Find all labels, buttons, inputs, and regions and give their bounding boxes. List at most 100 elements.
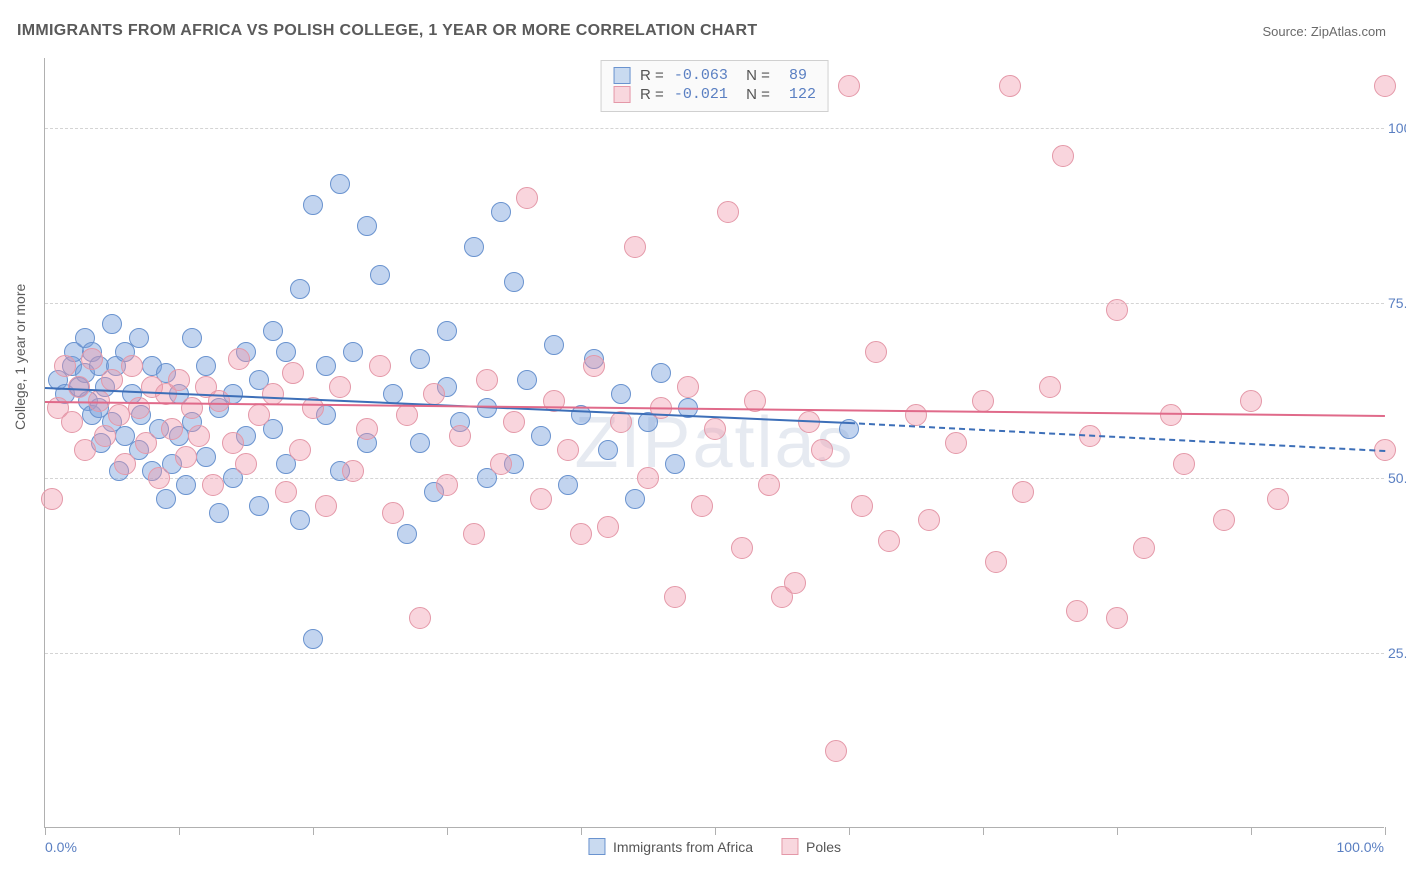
point-poles <box>503 411 525 433</box>
point-poles <box>114 453 136 475</box>
point-africa <box>176 475 196 495</box>
point-africa <box>330 174 350 194</box>
point-africa <box>410 433 430 453</box>
point-poles <box>758 474 780 496</box>
point-africa <box>357 216 377 236</box>
point-poles <box>235 453 257 475</box>
point-poles <box>54 355 76 377</box>
point-poles <box>175 446 197 468</box>
series-legend: Immigrants from Africa Poles <box>588 838 841 855</box>
point-poles <box>717 201 739 223</box>
legend-label: Poles <box>806 839 841 855</box>
y-tick-label: 75.0% <box>1388 295 1406 311</box>
x-axis-min-label: 0.0% <box>45 839 77 855</box>
point-africa <box>182 328 202 348</box>
point-poles <box>624 236 646 258</box>
point-poles <box>918 509 940 531</box>
legend-row: R = -0.021 N = 122 <box>613 86 816 103</box>
point-poles <box>382 502 404 524</box>
point-africa <box>464 237 484 257</box>
point-poles <box>128 397 150 419</box>
y-axis-label: College, 1 year or more <box>12 284 28 430</box>
point-poles <box>161 418 183 440</box>
point-poles <box>731 537 753 559</box>
point-poles <box>94 425 116 447</box>
x-tick <box>1251 827 1252 835</box>
point-poles <box>181 397 203 419</box>
point-poles <box>81 348 103 370</box>
point-poles <box>476 369 498 391</box>
y-tick-label: 50.0% <box>1388 470 1406 486</box>
point-africa <box>129 328 149 348</box>
point-africa <box>263 321 283 341</box>
point-poles <box>516 187 538 209</box>
gridline <box>45 303 1384 304</box>
point-africa <box>303 195 323 215</box>
point-africa <box>410 349 430 369</box>
point-poles <box>597 516 619 538</box>
point-poles <box>985 551 1007 573</box>
x-tick <box>983 827 984 835</box>
point-poles <box>825 740 847 762</box>
point-poles <box>275 481 297 503</box>
point-poles <box>463 523 485 545</box>
point-africa <box>276 342 296 362</box>
point-poles <box>1133 537 1155 559</box>
point-africa <box>370 265 390 285</box>
point-africa <box>343 342 363 362</box>
point-poles <box>356 418 378 440</box>
x-tick <box>849 827 850 835</box>
point-poles <box>851 495 873 517</box>
legend-r-label: R = <box>640 67 664 84</box>
point-poles <box>369 355 391 377</box>
point-poles <box>148 467 170 489</box>
x-axis-max-label: 100.0% <box>1337 839 1384 855</box>
point-poles <box>490 453 512 475</box>
x-tick <box>1117 827 1118 835</box>
point-africa <box>544 335 564 355</box>
point-africa <box>303 629 323 649</box>
point-poles <box>342 460 364 482</box>
legend-swatch <box>613 67 630 84</box>
legend-n-label: N = <box>738 67 770 84</box>
point-poles <box>41 488 63 510</box>
x-tick <box>715 827 716 835</box>
y-tick-label: 100.0% <box>1388 120 1406 136</box>
point-poles <box>838 75 860 97</box>
point-poles <box>865 341 887 363</box>
point-poles <box>1213 509 1235 531</box>
point-poles <box>677 376 699 398</box>
point-africa <box>491 202 511 222</box>
gridline <box>45 653 1384 654</box>
point-poles <box>878 530 900 552</box>
legend-r-value: -0.021 <box>674 86 728 103</box>
point-poles <box>409 607 431 629</box>
point-poles <box>202 474 224 496</box>
point-poles <box>262 383 284 405</box>
point-poles <box>945 432 967 454</box>
point-africa <box>316 356 336 376</box>
point-poles <box>449 425 471 447</box>
point-africa <box>598 440 618 460</box>
legend-swatch <box>588 838 605 855</box>
point-poles <box>289 439 311 461</box>
x-tick <box>1385 827 1386 835</box>
point-poles <box>530 488 552 510</box>
point-poles <box>999 75 1021 97</box>
point-africa <box>437 321 457 341</box>
legend-label: Immigrants from Africa <box>613 839 753 855</box>
point-poles <box>329 376 351 398</box>
legend-n-label: N = <box>738 86 770 103</box>
point-poles <box>570 523 592 545</box>
point-poles <box>1267 488 1289 510</box>
point-poles <box>168 369 190 391</box>
point-africa <box>397 524 417 544</box>
x-tick <box>179 827 180 835</box>
point-poles <box>972 390 994 412</box>
legend-swatch <box>781 838 798 855</box>
point-poles <box>637 467 659 489</box>
legend-r-value: -0.063 <box>674 67 728 84</box>
point-poles <box>1012 481 1034 503</box>
point-poles <box>784 572 806 594</box>
legend-n-value: 89 <box>780 67 807 84</box>
